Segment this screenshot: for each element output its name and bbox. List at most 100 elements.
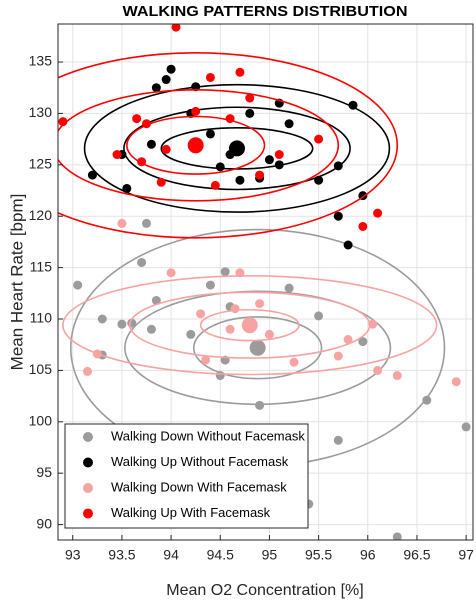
centroid-point xyxy=(249,339,266,356)
confidence-ellipse xyxy=(83,83,391,213)
scatter-point xyxy=(333,211,343,221)
scatter-point xyxy=(122,183,132,193)
x-tick-label: 93 xyxy=(65,547,81,563)
scatter-point xyxy=(235,268,245,278)
scatter-point xyxy=(215,371,225,381)
scatter-point xyxy=(235,175,245,185)
scatter-point xyxy=(230,304,240,314)
scatter-point xyxy=(97,314,107,324)
confidence-ellipse xyxy=(126,115,266,175)
scatter-point xyxy=(186,329,196,339)
y-tick-label: 110 xyxy=(30,310,53,326)
scatter-point xyxy=(146,139,156,149)
scatter-point xyxy=(142,119,152,129)
legend-label: Walking Down Without Facemask xyxy=(111,428,305,443)
scatter-point xyxy=(274,150,284,160)
scatter-point xyxy=(274,160,284,170)
x-tick-label: 95 xyxy=(262,547,278,563)
legend-label: Walking Down With Facemask xyxy=(111,479,287,494)
x-axis-label: Mean O2 Concentration [%] xyxy=(166,582,363,599)
scatter-point xyxy=(112,150,122,160)
y-tick-label: 125 xyxy=(29,156,53,172)
plot xyxy=(58,24,471,540)
scatter-point xyxy=(137,257,147,267)
scatter-point xyxy=(166,268,176,278)
legend-label: Walking Up With Facemask xyxy=(111,505,271,520)
scatter-point xyxy=(255,170,265,180)
scatter-point xyxy=(83,366,93,376)
y-axis-label: Mean Heart Rate [bpm] xyxy=(7,194,26,371)
scatter-point xyxy=(264,155,274,165)
scatter-point xyxy=(161,75,171,85)
legend-label: Walking Up Without Facemask xyxy=(111,454,289,469)
legend-marker xyxy=(83,457,93,468)
scatter-point xyxy=(451,377,461,387)
x-tick-label: 97 xyxy=(458,547,474,563)
legend-box xyxy=(64,423,309,529)
legend: Walking Down Without Facemask Walking Up … xyxy=(64,423,309,529)
x-tick-label: 96 xyxy=(360,547,376,563)
x-tick-label: 95.5 xyxy=(305,547,332,563)
scatter-point xyxy=(151,296,161,306)
scatter-point xyxy=(245,93,255,103)
y-tick-label: 115 xyxy=(30,258,53,274)
x-tick-label: 94 xyxy=(163,547,179,563)
chart-title: WALKING PATTERNS DISTRIBUTION xyxy=(123,3,408,20)
scatter-point xyxy=(225,324,235,334)
scatter-point xyxy=(245,108,255,118)
confidence-ellipse xyxy=(58,89,340,202)
scatter-point xyxy=(210,180,220,190)
scatter-point xyxy=(343,240,353,250)
scatter-point xyxy=(117,218,127,228)
x-tick-label: 93.5 xyxy=(108,547,135,563)
scatter-point xyxy=(191,106,201,116)
y-tick-label: 135 xyxy=(29,53,53,69)
scatter-point xyxy=(333,161,343,171)
scatter-point xyxy=(358,337,368,347)
confidence-ellipse xyxy=(58,52,399,239)
confidence-ellipse xyxy=(199,308,300,342)
legend-marker xyxy=(83,508,93,519)
scatter-point xyxy=(225,114,235,124)
scatter-point xyxy=(73,280,83,290)
scatter-point xyxy=(117,319,127,329)
centroid-point xyxy=(241,317,258,334)
scatter-point xyxy=(87,170,97,180)
scatter-point xyxy=(422,395,432,405)
scatter-point xyxy=(161,144,171,154)
confidence-ellipse xyxy=(123,106,351,191)
scatter-point xyxy=(235,67,245,77)
scatter-point xyxy=(58,117,68,127)
scatter-point xyxy=(205,280,215,290)
legend-marker xyxy=(83,432,93,442)
scatter-point xyxy=(151,83,161,93)
scatter-point xyxy=(392,371,402,381)
scatter-point xyxy=(92,349,102,359)
scatter-point xyxy=(368,319,378,329)
scatter-point xyxy=(314,311,324,321)
confidence-ellipse xyxy=(62,275,438,376)
centroid-point xyxy=(228,140,245,157)
scatter-point xyxy=(220,267,230,277)
y-tick-label: 90 xyxy=(36,515,52,531)
scatter-point xyxy=(156,177,166,187)
axes: 93 93.5 94 94.5 95 95.5 96 96.5 97 90 95 100 105 110 1… xyxy=(29,53,474,563)
x-tick-label: 96.5 xyxy=(403,547,430,563)
scatter-point xyxy=(171,24,181,32)
scatter-point xyxy=(333,351,343,361)
y-tick-label: 120 xyxy=(29,207,53,223)
legend-marker xyxy=(83,483,93,493)
centroid-point xyxy=(187,137,204,154)
y-tick-label: 95 xyxy=(36,464,52,480)
scatter-point xyxy=(215,162,225,172)
scatter-point xyxy=(284,119,294,129)
scatter-point xyxy=(314,175,324,185)
scatter-point xyxy=(146,324,156,334)
x-tick-label: 94.5 xyxy=(207,547,234,563)
scatter-point xyxy=(196,309,206,319)
scatter-point xyxy=(137,157,147,167)
scatter-point xyxy=(289,357,299,367)
scatter-point xyxy=(373,365,383,375)
scatter-point xyxy=(343,335,353,345)
